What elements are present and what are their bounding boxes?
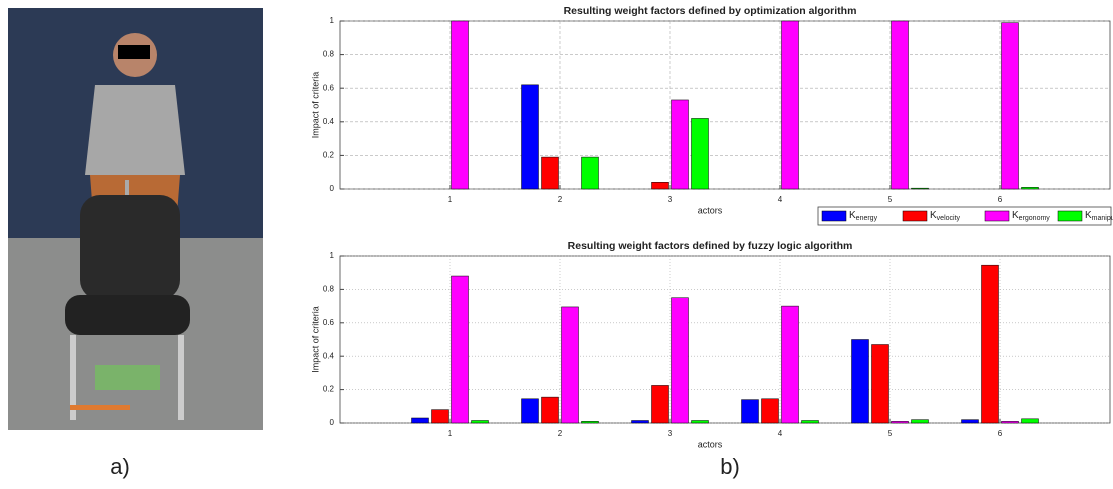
bar <box>891 20 909 190</box>
x-tick-label: 6 <box>998 195 1003 204</box>
legend-label: Kvelocity <box>930 210 961 222</box>
bar <box>651 182 669 190</box>
y-tick-label: 0.8 <box>323 285 335 294</box>
y-axis-label: Impact of criteria <box>310 72 320 139</box>
y-tick-label: 0 <box>330 184 335 193</box>
legend-swatch <box>1057 210 1083 222</box>
bar <box>521 84 539 190</box>
bar <box>1021 187 1039 190</box>
x-tick-label: 4 <box>778 195 783 204</box>
x-tick-label: 6 <box>998 429 1003 438</box>
bar <box>451 275 469 424</box>
legend-swatch <box>984 210 1010 222</box>
legend-box <box>817 206 1112 226</box>
bar <box>671 297 689 424</box>
bar <box>911 187 929 190</box>
bar <box>1021 418 1039 424</box>
caption: b) <box>720 454 740 479</box>
y-tick-label: 0.6 <box>323 318 335 327</box>
x-axis-label: actors <box>698 439 723 449</box>
x-tick-label: 5 <box>888 195 893 204</box>
bar <box>871 344 889 424</box>
x-tick-label: 1 <box>448 195 453 204</box>
legend-name: K <box>930 210 937 221</box>
bar <box>671 99 689 190</box>
x-tick-label: 2 <box>558 195 563 204</box>
legend-name: K <box>1012 210 1019 221</box>
legend-subscript: ergonomy <box>1019 215 1051 222</box>
bar <box>431 409 449 424</box>
bar <box>891 421 909 424</box>
photo <box>8 8 263 430</box>
y-tick-label: 0.4 <box>323 117 335 126</box>
bar <box>651 385 669 424</box>
bar <box>911 419 929 424</box>
y-tick-label: 1 <box>330 251 335 260</box>
bar <box>741 399 759 424</box>
legend-label: Kergonomy <box>1012 210 1050 222</box>
chart-title: Resulting weight factors defined by opti… <box>564 5 857 17</box>
x-tick-label: 2 <box>558 429 563 438</box>
y-tick-label: 0.8 <box>323 50 335 59</box>
legend-name: K <box>849 210 856 221</box>
bar <box>451 20 469 190</box>
x-tick-label: 4 <box>778 429 783 438</box>
bar <box>981 264 999 424</box>
legend-label: Kmanipulability <box>1085 210 1113 222</box>
legend-label: Kenergy <box>849 210 878 222</box>
bar <box>631 420 649 424</box>
bar <box>581 156 599 190</box>
x-tick-label: 1 <box>448 429 453 438</box>
y-tick-label: 0.4 <box>323 351 335 360</box>
x-tick-label: 5 <box>888 429 893 438</box>
bar <box>691 118 709 190</box>
y-tick-label: 0.2 <box>323 385 335 394</box>
bar <box>961 419 979 424</box>
bar <box>781 305 799 424</box>
legend-swatch <box>902 210 928 222</box>
caption: a) <box>110 454 130 479</box>
x-axis-label: actors <box>698 205 723 215</box>
bar <box>521 398 539 424</box>
y-tick-label: 0.6 <box>323 83 335 92</box>
legend-subscript: velocity <box>937 215 961 222</box>
bar <box>561 306 579 424</box>
y-tick-label: 0 <box>330 418 335 427</box>
legend-subscript: energy <box>856 215 878 222</box>
chart-title: Resulting weight factors defined by fuzz… <box>568 240 853 252</box>
bar <box>1001 421 1019 424</box>
bar <box>541 156 559 190</box>
bar <box>1001 22 1019 190</box>
bar <box>411 417 429 424</box>
bar <box>781 20 799 190</box>
legend-swatch <box>821 210 847 222</box>
bar <box>541 396 559 424</box>
bar <box>581 421 599 424</box>
bar <box>691 420 709 424</box>
y-axis-label: Impact of criteria <box>310 306 320 373</box>
bar <box>471 420 489 424</box>
bar <box>851 339 869 424</box>
x-tick-label: 3 <box>668 195 673 204</box>
bar <box>801 420 819 424</box>
y-tick-label: 1 <box>330 16 335 25</box>
legend-name: K <box>1085 210 1092 221</box>
y-tick-label: 0.2 <box>323 151 335 160</box>
bar <box>761 398 779 424</box>
x-tick-label: 3 <box>668 429 673 438</box>
legend-subscript: manipulability <box>1092 215 1113 222</box>
